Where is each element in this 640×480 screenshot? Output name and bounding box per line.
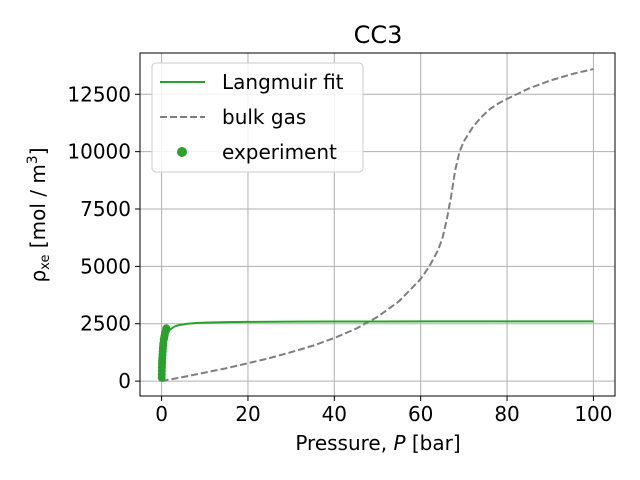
plot-frame [139, 52, 616, 397]
y-tick-label: 2500 [80, 312, 131, 336]
legend-label: experiment [222, 140, 337, 164]
experiment-point [162, 324, 171, 333]
legend-label: Langmuir fit [222, 70, 344, 94]
y-tick-label: 10000 [67, 140, 131, 164]
series-line-bulk-gas [161, 68, 594, 383]
y-axis-title: ρxe [mol / m3] [25, 147, 53, 282]
x-axis-title: Pressure, P [bar] [295, 431, 460, 455]
x-tick-label: 0 [155, 402, 168, 426]
series-layer [157, 68, 594, 383]
x-tick-label: 80 [494, 402, 519, 426]
x-tick-label: 60 [408, 402, 433, 426]
legend-swatch-experiment [177, 147, 187, 157]
ticks: 0 20 40 60 80 100 0 2500 5000 7500 10000 12500 [67, 82, 612, 426]
y-tick-label: 0 [118, 369, 131, 393]
x-tick-label: 20 [235, 402, 260, 426]
y-tick-label: 12500 [67, 82, 131, 106]
y-tick-label: 5000 [80, 254, 131, 278]
series-line-langmuir-fit [160, 320, 594, 382]
x-tick-label: 40 [322, 402, 347, 426]
legend: Langmuir fit bulk gas experiment [151, 62, 364, 173]
legend-box [151, 62, 364, 173]
chart-title: CC3 [354, 21, 403, 49]
x-tick-label: 100 [574, 402, 612, 426]
legend-label: bulk gas [222, 105, 306, 129]
y-tick-label: 7500 [80, 197, 131, 221]
